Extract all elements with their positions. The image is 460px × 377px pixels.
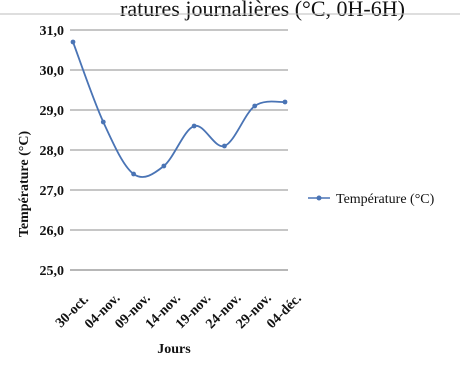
y-tick-label: 31,0 bbox=[40, 24, 65, 39]
y-axis-title: Température (°C) bbox=[17, 131, 32, 238]
y-tick-label: 27,0 bbox=[40, 184, 65, 199]
y-tick-label: 25,0 bbox=[40, 264, 65, 279]
y-tick-label: 28,0 bbox=[40, 144, 65, 159]
data-point bbox=[100, 119, 106, 125]
y-tick-label: 26,0 bbox=[40, 224, 65, 239]
data-point bbox=[161, 163, 167, 169]
y-tick-label: 30,0 bbox=[40, 64, 65, 79]
data-point bbox=[191, 123, 197, 129]
data-point bbox=[252, 103, 258, 109]
series-layer bbox=[70, 39, 288, 178]
data-point bbox=[131, 171, 136, 177]
legend: Température (°C) bbox=[308, 192, 435, 207]
top-cropped-text: ratures journalières (°C, 0H-6H) bbox=[120, 0, 405, 21]
x-axis-title: Jours bbox=[157, 342, 191, 357]
x-axis-tick-labels: 30-oct.04-nov.09-nov.14-nov.19-nov.24-no… bbox=[53, 291, 305, 332]
y-tick-label: 29,0 bbox=[40, 104, 65, 119]
y-axis-tick-labels: 25,0 26,0 27,0 28,0 29,0 30,0 31,0 bbox=[40, 24, 65, 279]
data-point bbox=[282, 99, 288, 105]
data-point bbox=[222, 143, 227, 149]
legend-marker bbox=[316, 195, 322, 201]
data-point bbox=[70, 39, 76, 45]
gridlines bbox=[70, 29, 288, 271]
legend-label-temperature: Température (°C) bbox=[336, 192, 435, 207]
